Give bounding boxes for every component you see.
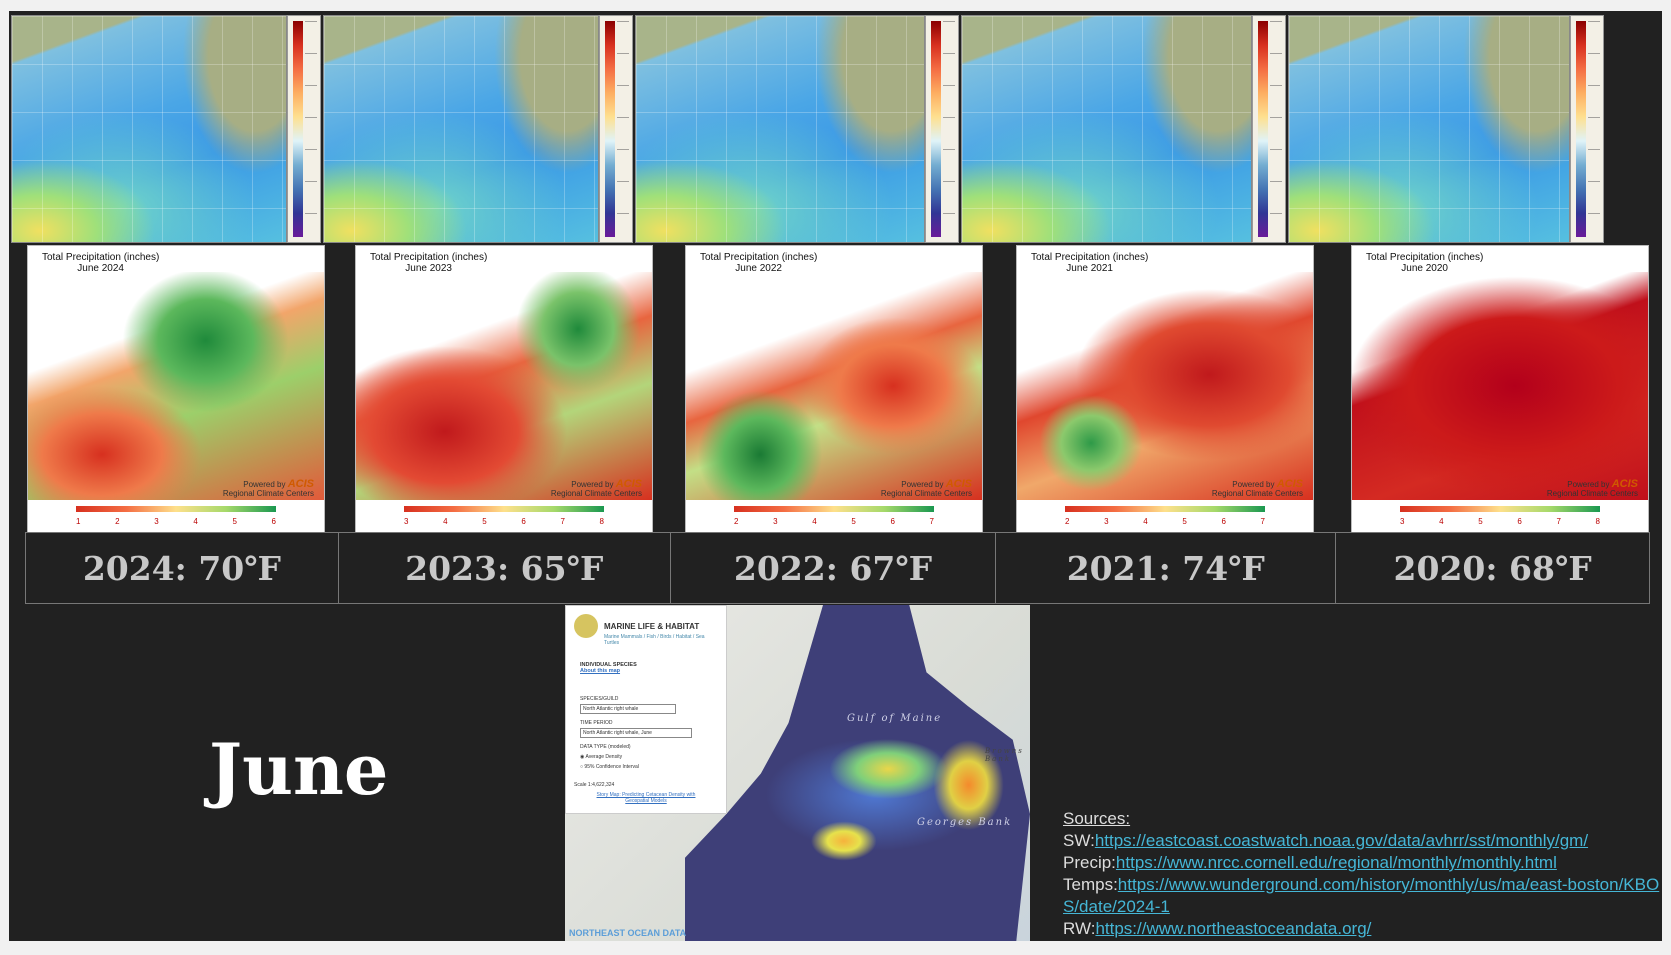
sst-map-2023 [323, 15, 633, 243]
sst-colorbar [599, 15, 633, 243]
precip-title: Total Precipitation (inches) June 2020 [1366, 252, 1484, 274]
sst-map-2020 [1288, 15, 1604, 243]
map-side-panel: MARINE LIFE & HABITAT Marine Mammals / F… [565, 605, 727, 814]
source-sw: SW:https://eastcoast.coastwatch.noaa.gov… [1063, 831, 1589, 850]
precip-map-image [356, 272, 652, 500]
source-temps: Temps:https://www.wunderground.com/histo… [1063, 875, 1660, 916]
temperature-row: 2024: 70℉ 2023: 65℉ 2022: 67℉ 2021: 74℉ … [25, 532, 1650, 604]
sst-colorbar [1570, 15, 1604, 243]
right-whale-map: Gulf of Maine Georges Bank Browns Bank M… [565, 605, 1030, 941]
sst-colorbar [1252, 15, 1286, 243]
precip-title: Total Precipitation (inches) June 2024 [42, 252, 160, 274]
precip-map-image [1017, 272, 1313, 500]
precip-legend [734, 506, 934, 512]
source-link-sw[interactable]: https://eastcoast.coastwatch.noaa.gov/da… [1094, 831, 1589, 850]
acis-logo: Powered by ACIS Regional Climate Centers [1546, 478, 1638, 499]
precip-legend [404, 506, 604, 512]
map-label-browns: Browns Bank [985, 747, 1024, 763]
precip-map-image [1352, 272, 1648, 500]
precip-map-image [686, 272, 982, 500]
month-title: June [209, 728, 389, 811]
radio-confidence[interactable]: ○ 95% Confidence Interval [580, 764, 639, 770]
map-label-gulf: Gulf of Maine [847, 713, 943, 724]
temp-2022: 2022: 67℉ [671, 533, 997, 603]
period-select[interactable]: North Atlantic right whale, June [580, 728, 692, 738]
sst-colorbar [925, 15, 959, 243]
density-heatmap [745, 685, 1005, 885]
temp-2021: 2021: 74℉ [996, 533, 1337, 603]
precip-title: Total Precipitation (inches) June 2022 [700, 252, 818, 274]
scale-text: Scale 1:4,622,324 [574, 782, 615, 788]
acis-logo: Powered by ACIS Regional Climate Centers [880, 478, 972, 499]
species-label: SPECIES/GUILD [580, 696, 619, 702]
sources: Sources: SW:https://eastcoast.coastwatch… [1063, 808, 1662, 940]
precip-map-image [28, 272, 324, 500]
sources-header: Sources: [1063, 809, 1131, 828]
precip-legend [76, 506, 276, 512]
sst-image [323, 15, 599, 243]
source-link-precip[interactable]: https://www.nrcc.cornell.edu/regional/mo… [1115, 853, 1557, 872]
map-label-georges: Georges Bank [917, 817, 1013, 828]
acis-logo: Powered by ACIS Regional Climate Centers [550, 478, 642, 499]
panel-subtitle: Marine Mammals / Fish / Birds / Habitat … [604, 634, 705, 646]
acis-logo: Powered by ACIS Regional Climate Centers [1211, 478, 1303, 499]
precip-legend [1065, 506, 1265, 512]
temp-2024: 2024: 70℉ [26, 533, 339, 603]
sst-image [11, 15, 287, 243]
precip-title: Total Precipitation (inches) June 2021 [1031, 252, 1149, 274]
source-link-rw[interactable]: https://www.northeastoceandata.org/ [1095, 919, 1372, 938]
species-select[interactable]: North Atlantic right whale [580, 704, 676, 714]
radio-average-density[interactable]: ◉ Average Density [580, 754, 623, 760]
sst-map-2021 [961, 15, 1286, 243]
sst-image [635, 15, 925, 243]
section-heading: INDIVIDUAL SPECIES About this map [580, 662, 637, 674]
precip-title: Total Precipitation (inches) June 2023 [370, 252, 488, 274]
period-label: TIME PERIOD [580, 720, 613, 726]
source-precip: Precip:https://www.nrcc.cornell.edu/regi… [1063, 853, 1557, 872]
source-rw: RW:https://www.northeastoceandata.org/ [1063, 919, 1372, 938]
sst-map-2024 [11, 15, 321, 243]
precip-legend [1400, 506, 1600, 512]
marine-life-logo-icon [574, 614, 598, 638]
temp-2023: 2023: 65℉ [339, 533, 671, 603]
sst-image [961, 15, 1252, 243]
acis-logo: Powered by ACIS Regional Climate Centers [222, 478, 314, 499]
story-map-link[interactable]: Story Map: Predicting Cetacean Density w… [596, 792, 696, 804]
noad-brand: NORTHEAST OCEAN DATA [569, 928, 687, 938]
sst-image [1288, 15, 1570, 243]
sst-map-2022 [635, 15, 959, 243]
source-link-temps[interactable]: https://www.wunderground.com/history/mon… [1063, 875, 1660, 916]
datatype-label: DATA TYPE (modeled) [580, 744, 631, 750]
temp-2020: 2020: 68℉ [1393, 548, 1592, 588]
panel-title: MARINE LIFE & HABITAT [604, 622, 700, 631]
sst-colorbar [287, 15, 321, 243]
